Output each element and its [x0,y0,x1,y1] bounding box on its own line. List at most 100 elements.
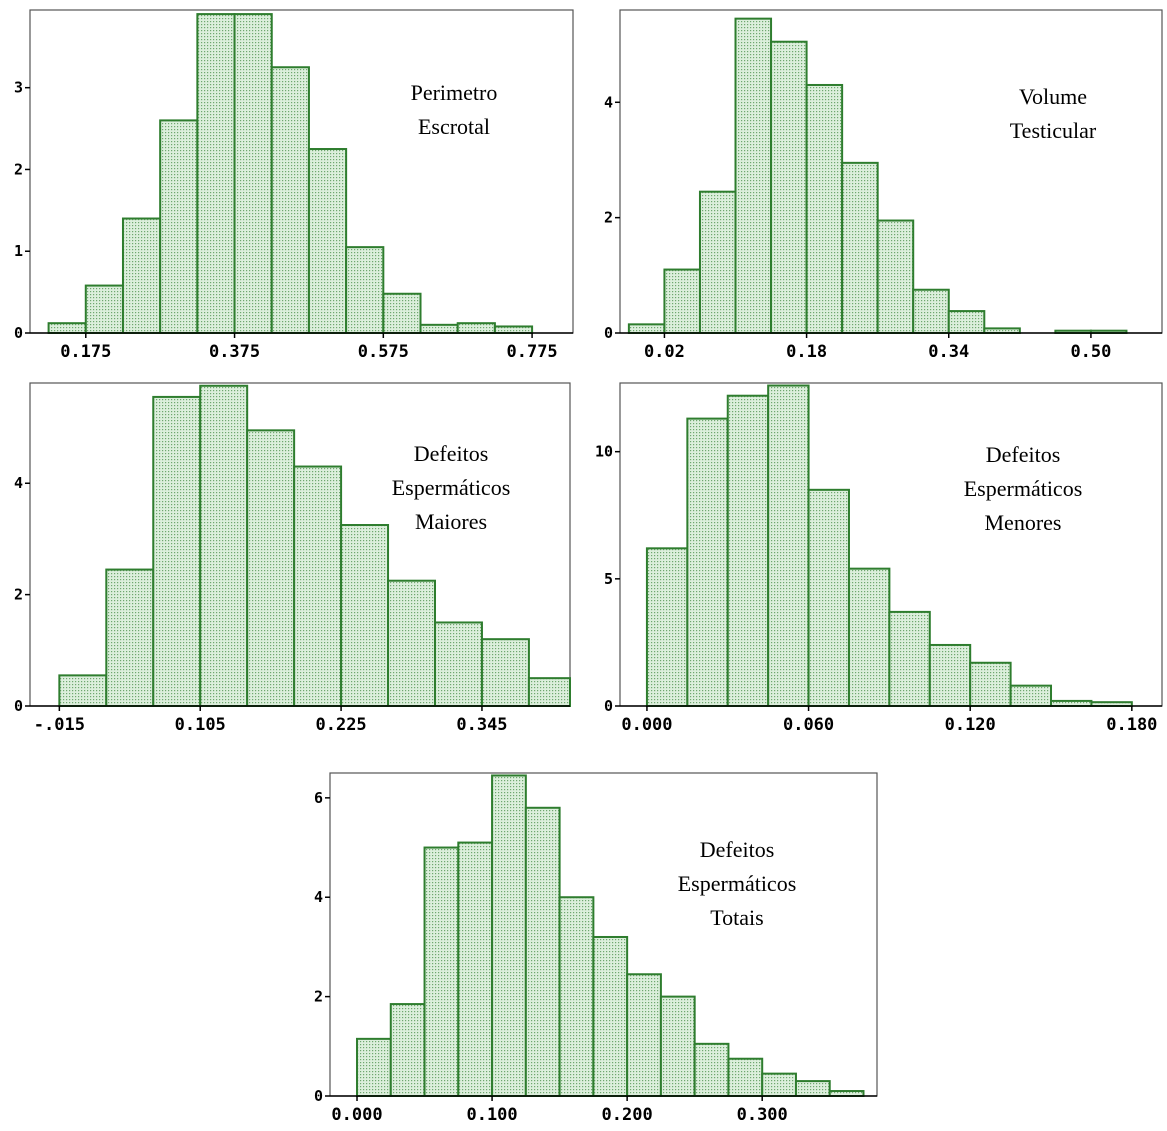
histogram-bar [686,417,729,707]
histogram-bar [423,846,460,1097]
histogram-bar [807,488,850,708]
histogram-bar [524,806,561,1097]
x-tick-label: 0.02 [644,342,685,362]
x-tick-label: 0.345 [456,715,507,735]
x-tick-label: 0.34 [928,342,969,362]
x-tick-label: 0.200 [602,1105,653,1125]
panel-label-line: Testicular [1010,118,1097,143]
histogram-bar [419,323,459,334]
histogram-bar [627,323,666,334]
histogram-bar [307,148,348,334]
histogram-bar [246,429,296,707]
panel-label-line: Volume [1019,84,1087,109]
x-tick-label: -.015 [34,715,85,735]
y-tick-label: 4 [14,474,23,492]
histogram-panel-4: 0.000 0.060 0.120 0.180 0 5 10 Defeitos Espermát… [595,382,1163,735]
histogram-bar [387,579,437,708]
histogram-bar [794,1080,831,1097]
histogram-bar [152,395,202,707]
panel-label-line: Perimetro [411,80,498,105]
histogram-bar [876,219,915,334]
y-tick-label: 5 [604,570,613,588]
histogram-panel-2: 0.02 0.18 0.34 0.50 0 2 4 Volume Testicular [604,9,1163,362]
histogram-bar [457,841,494,1097]
histogram-bar [847,567,891,708]
y-tick-label: 2 [604,209,613,227]
y-tick-label: 0 [604,324,613,342]
histogram-bar [805,83,844,334]
histogram-bar [928,643,972,708]
y-tick-label: 4 [314,888,323,906]
histogram-bar [1009,684,1053,708]
x-tick-label: 0.000 [331,1105,382,1125]
histogram-bar [592,935,629,1097]
y-tick-label: 2 [14,586,23,604]
histogram-bar [105,568,155,708]
panel-label-line: Defeitos [700,837,775,862]
x-tick-label: 0.50 [1070,342,1111,362]
histogram-bar [340,524,390,707]
x-tick-label: 0.180 [1106,715,1157,735]
histogram-bar [84,284,124,334]
y-tick-label: 4 [604,93,613,111]
histogram-bar [558,896,595,1097]
histogram-bar [382,292,422,334]
y-tick-label: 1 [14,242,23,260]
y-tick-label: 0 [314,1087,323,1105]
y-tick-label: 10 [595,443,613,461]
histogram-panel-5: 0.000 0.100 0.200 0.300 0 2 4 6 Defeitos Espermát… [314,772,878,1125]
histogram-bar [345,246,385,334]
histogram-bar [761,1072,797,1097]
histogram-bar [626,973,662,1097]
histogram-bar [121,217,162,334]
histogram-bar [645,547,689,707]
x-tick-label: 0.18 [786,342,827,362]
histogram-bar [527,677,571,707]
histogram-bar [480,638,530,708]
histogram-bar [293,465,343,707]
histogram-bar [888,610,931,708]
x-tick-label: 0.375 [209,342,260,362]
histogram-bar [270,66,310,334]
histogram-bar [491,774,527,1097]
panel-label-line: Espermáticos [964,476,1083,501]
histogram-bar [726,394,770,707]
x-tick-label: 0.000 [621,715,672,735]
panel-label-line: Espermáticos [392,475,511,500]
histogram-bar [693,1042,730,1098]
x-tick-label: 0.100 [466,1105,517,1125]
y-tick-label: 2 [14,160,23,178]
histogram-bar [912,288,950,334]
x-tick-label: 0.575 [358,342,409,362]
y-tick-label: 0 [14,324,23,342]
y-tick-label: 0 [14,697,23,715]
y-tick-label: 0 [604,697,613,715]
histogram-bar [389,1003,426,1097]
panel-label-line: Maiores [415,509,487,534]
histogram-bar [199,384,249,707]
panel-label-line: Menores [985,510,1062,535]
histogram-bar [841,161,879,334]
panel-label-line: Totais [710,905,763,930]
histogram-bar [1050,699,1093,708]
x-tick-label: 0.175 [60,342,111,362]
histogram-bar [233,13,273,335]
y-tick-label: 2 [314,988,323,1006]
histogram-bar [47,322,87,335]
histogram-panel-1: 0.175 0.375 0.575 0.775 0 1 2 3 Perimetro Escrota… [14,9,574,362]
panel-label-line: Escrotal [418,114,490,139]
panel-label-line: Defeitos [414,441,489,466]
histogram-bar [770,40,808,335]
histogram-panel-3: -.015 0.105 0.225 0.345 0 2 4 Defeitos Espermáti… [14,382,571,735]
panel-label-line: Espermáticos [678,871,797,896]
x-tick-label: 0.105 [175,715,226,735]
histogram-bar [196,13,236,335]
y-tick-label: 6 [314,789,323,807]
panel-label-line: Defeitos [986,442,1061,467]
x-tick-label: 0.775 [506,342,557,362]
x-tick-label: 0.120 [945,715,996,735]
histogram-bar [493,325,534,334]
histogram-bar [356,1037,392,1098]
histogram-bar [659,995,696,1097]
x-tick-label: 0.060 [783,715,834,735]
